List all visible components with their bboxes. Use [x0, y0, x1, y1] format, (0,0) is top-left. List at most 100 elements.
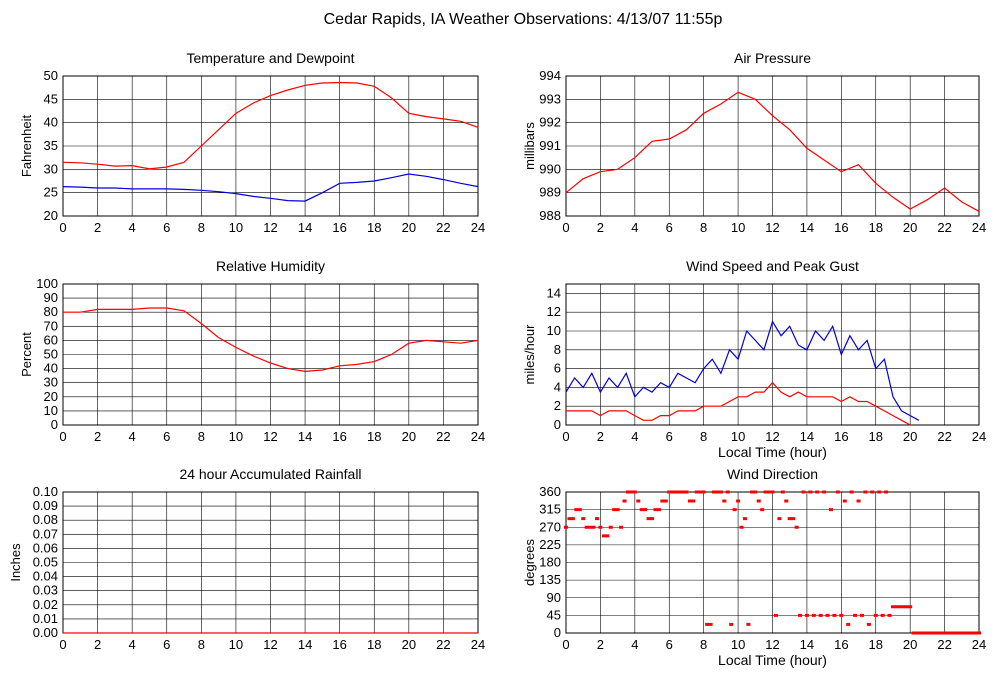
data-point [615, 508, 620, 512]
x-tick-label: 12 [263, 637, 277, 652]
data-point [739, 525, 744, 529]
data-point [863, 490, 868, 494]
data-point [749, 490, 754, 494]
data-point [880, 613, 885, 617]
x-tick-label: 2 [94, 637, 101, 652]
y-tick-label: 10 [547, 323, 561, 338]
x-tick-label: 12 [765, 637, 779, 652]
y-tick-label: 70 [44, 318, 58, 333]
data-point [787, 517, 792, 521]
data-point [722, 499, 727, 503]
x-tick-label: 2 [94, 220, 101, 235]
x-tick-label: 4 [129, 220, 136, 235]
data-point [660, 499, 665, 503]
data-point [942, 631, 947, 635]
data-point [760, 508, 765, 512]
y-tick-label: 20 [44, 208, 58, 223]
y-tick-label: 0.02 [33, 597, 58, 612]
pressure-series-red-line [565, 91, 980, 212]
x-tick-label: 4 [631, 637, 638, 652]
humidity-series-red-line [63, 307, 479, 373]
x-tick-label: 12 [765, 220, 779, 235]
x-tick-label: 8 [700, 637, 707, 652]
y-tick-label: 25 [44, 185, 58, 200]
data-point [588, 525, 593, 529]
data-point [681, 490, 686, 494]
page-title: Cedar Rapids, IA Weather Observations: 4… [324, 11, 723, 28]
y-tick-label: 100 [36, 276, 58, 291]
y-tick-label: 6 [554, 361, 561, 376]
data-point [829, 508, 834, 512]
data-point [577, 508, 582, 512]
y-tick-label: 0 [554, 417, 561, 432]
data-point [897, 605, 902, 609]
data-point [625, 490, 630, 494]
x-tick-label: 20 [402, 637, 416, 652]
data-point [705, 622, 710, 626]
y-tick-label: 0.08 [33, 512, 58, 527]
x-tick-label: 4 [631, 220, 638, 235]
x-tick-label: 22 [436, 220, 450, 235]
x-tick-label: 10 [229, 220, 243, 235]
humidity-ylabel: Percent [19, 332, 34, 377]
y-tick-label: 30 [44, 161, 58, 176]
y-tick-label: 40 [44, 361, 58, 376]
temp-series-red-line [62, 81, 479, 170]
x-tick-label: 8 [198, 220, 205, 235]
data-point [928, 631, 933, 635]
data-point [780, 490, 785, 494]
y-tick-label: 12 [547, 304, 561, 319]
x-tick-label: 6 [666, 637, 673, 652]
data-point [977, 631, 981, 635]
y-tick-label: 994 [539, 68, 561, 83]
x-tick-label: 0 [59, 637, 66, 652]
data-point [835, 490, 840, 494]
plot-frame [62, 75, 479, 217]
x-tick-label: 18 [869, 637, 883, 652]
wind_dir-ylabel: degrees [522, 539, 537, 586]
x-tick-label: 4 [129, 429, 136, 444]
data-point [742, 517, 747, 521]
x-tick-label: 14 [298, 637, 312, 652]
temp-series-blue-line [62, 173, 479, 202]
y-tick-label: 0.06 [33, 540, 58, 555]
y-tick-label: 225 [539, 537, 561, 552]
wind_speed-xlabel: Local Time (hour) [718, 444, 827, 460]
x-tick-label: 0 [59, 220, 66, 235]
y-tick-label: 0.01 [33, 611, 58, 626]
y-tick-label: 135 [539, 572, 561, 587]
pressure-title: Air Pressure [734, 50, 811, 66]
x-tick-label: 10 [731, 637, 745, 652]
x-tick-label: 20 [903, 429, 917, 444]
data-point [756, 499, 761, 503]
data-point [846, 622, 851, 626]
plot-frame [62, 283, 479, 426]
x-tick-label: 18 [869, 220, 883, 235]
x-tick-label: 16 [834, 220, 848, 235]
data-point [804, 613, 809, 617]
y-tick-label: 50 [44, 68, 58, 83]
data-point [632, 490, 637, 494]
y-tick-label: 993 [539, 91, 561, 106]
x-tick-label: 24 [471, 637, 485, 652]
x-tick-label: 6 [666, 429, 673, 444]
y-tick-label: 35 [44, 138, 58, 153]
x-tick-label: 8 [198, 429, 205, 444]
data-point [918, 631, 923, 635]
y-tick-label: 989 [539, 185, 561, 200]
y-tick-label: 0 [554, 625, 561, 640]
data-point [574, 508, 579, 512]
x-tick-label: 16 [834, 429, 848, 444]
data-point [822, 490, 827, 494]
data-point [853, 613, 858, 617]
y-tick-label: 40 [44, 115, 58, 130]
data-point [701, 490, 706, 494]
data-point [767, 490, 772, 494]
y-tick-label: 0.05 [33, 555, 58, 570]
y-tick-label: 991 [539, 138, 561, 153]
data-point [832, 613, 837, 617]
rain-title: 24 hour Accumulated Rainfall [179, 466, 361, 482]
data-point [777, 517, 782, 521]
x-tick-label: 22 [937, 220, 951, 235]
